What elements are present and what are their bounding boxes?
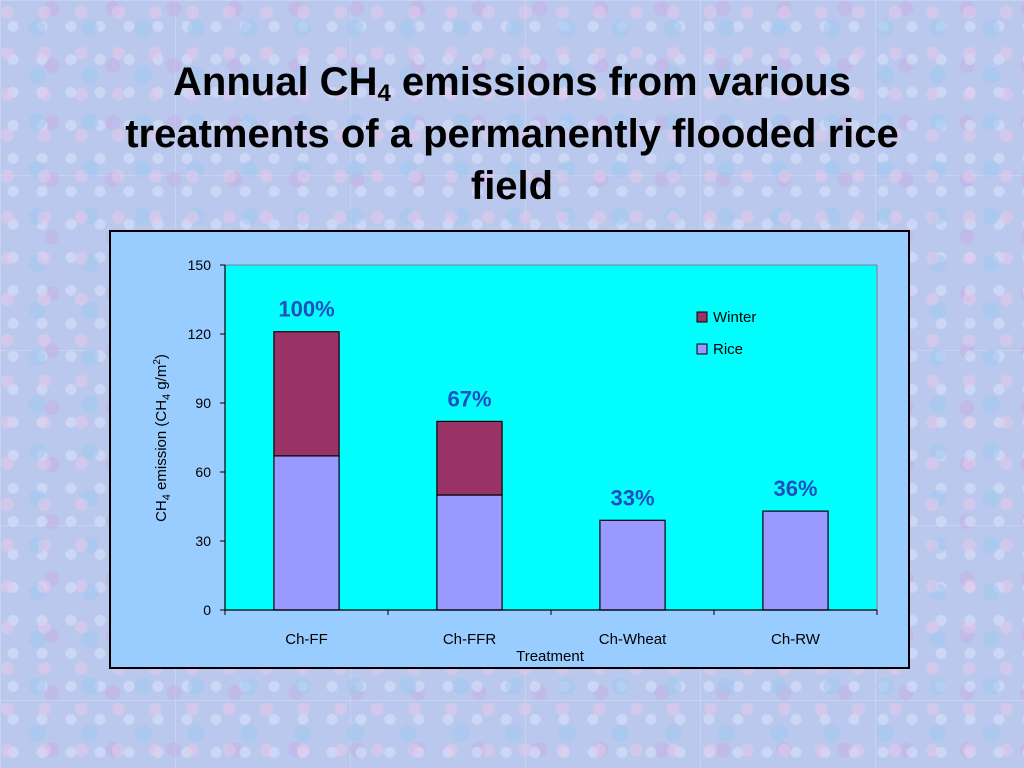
y-axis-title-sub2: 4 bbox=[161, 394, 173, 400]
y-tick-label-60: 60 bbox=[195, 464, 211, 480]
y-tick-label-120: 120 bbox=[188, 326, 212, 342]
y-axis-title-part2: emission (CH bbox=[153, 400, 170, 494]
x-tick-label-ch-wheat: Ch-Wheat bbox=[599, 631, 667, 648]
data-label-ch-rw: 36% bbox=[773, 476, 817, 501]
y-axis-title-sup: 2 bbox=[152, 359, 163, 365]
y-axis-title-part4: ) bbox=[153, 354, 170, 359]
x-tick-label-ch-ff: Ch-FF bbox=[285, 631, 328, 648]
data-label-ch-ff: 100% bbox=[278, 297, 334, 322]
bar-rice-ch-ffr bbox=[436, 494, 503, 611]
slide-title: Annual CH4 emissions from various treatm… bbox=[100, 56, 924, 212]
y-tick-label-30: 30 bbox=[195, 533, 211, 549]
legend-label-rice: Rice bbox=[713, 341, 743, 358]
data-label-ch-wheat: 33% bbox=[610, 485, 654, 510]
legend-label-winter: Winter bbox=[713, 309, 756, 326]
bar-winter-ch-ff bbox=[273, 331, 340, 457]
y-axis-title-part1: CH bbox=[153, 500, 170, 522]
bar-chart: 0 30 60 90 120 150 Ch-FF Ch-FFR Ch-Wheat Ch-RW 1… bbox=[152, 257, 878, 665]
bar-rice-ch-ff bbox=[273, 455, 340, 611]
legend-swatch-winter bbox=[696, 311, 708, 323]
slide-title-subscript: 4 bbox=[377, 80, 391, 107]
y-tick-label-150: 150 bbox=[188, 257, 212, 273]
bars-group bbox=[273, 331, 829, 611]
legend: Winter Rice bbox=[696, 309, 756, 358]
data-labels-group: 100% 67% 33% 36% bbox=[278, 297, 817, 511]
x-axis-title: Treatment bbox=[516, 648, 585, 665]
bar-rice-ch-rw bbox=[762, 510, 829, 611]
x-tick-label-ch-rw: Ch-RW bbox=[771, 631, 821, 648]
y-axis: 0 30 60 90 120 150 bbox=[188, 257, 226, 618]
data-label-ch-ffr: 67% bbox=[447, 386, 491, 411]
y-axis-title-part3: g/m bbox=[153, 365, 170, 394]
x-tick-label-ch-ffr: Ch-FFR bbox=[443, 631, 496, 648]
bar-winter-ch-ffr bbox=[436, 420, 503, 496]
y-axis-title-sub1: 4 bbox=[161, 494, 173, 500]
slide-title-part2: emissions from various treatments of a p… bbox=[125, 60, 899, 208]
legend-swatch-rice bbox=[696, 343, 708, 355]
slide-title-part1: Annual CH bbox=[173, 60, 378, 104]
y-tick-label-0: 0 bbox=[203, 602, 211, 618]
y-axis-title: CH4 emission (CH4 g/m2) bbox=[152, 354, 173, 522]
y-tick-label-90: 90 bbox=[195, 395, 211, 411]
x-axis: Ch-FF Ch-FFR Ch-Wheat Ch-RW bbox=[224, 609, 878, 648]
bar-rice-ch-wheat bbox=[599, 519, 666, 611]
